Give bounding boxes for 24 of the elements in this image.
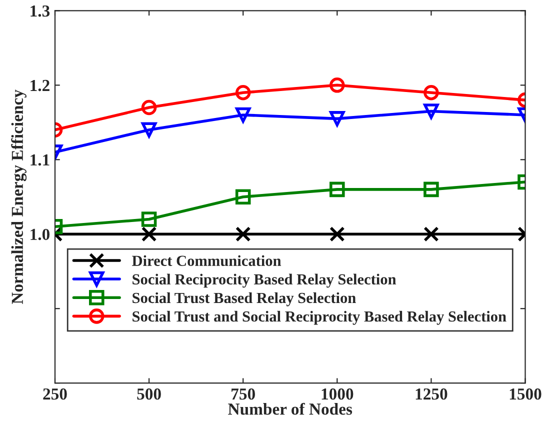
y-tick-label: 1.1 (30, 154, 50, 166)
y-tick-label: 1.3 (30, 5, 50, 17)
x-tick-label: 1000 (322, 388, 354, 400)
legend-label: Social Trust and Social Reciprocity Based Relay Selection (132, 310, 506, 325)
y-tick-label: 1.0 (30, 228, 50, 240)
y-axis-title: Normalized Energy Efficiency (11, 90, 27, 304)
x-tick-label: 500 (137, 388, 161, 400)
x-axis-title: Number of Nodes (228, 402, 352, 415)
x-tick-label: 1250 (416, 388, 448, 400)
point (330, 111, 345, 126)
legend-label: Social Reciprocity Based Relay Selection (132, 274, 396, 288)
x-tick-label: 750 (232, 388, 255, 400)
point (235, 226, 251, 242)
point (235, 84, 251, 100)
point (330, 78, 345, 93)
x-tick-label: 250 (43, 388, 67, 400)
legend-label: Social Trust Based Relay Selection (132, 292, 356, 306)
point (235, 107, 251, 123)
x-tick-label: 1500 (510, 388, 542, 400)
y-tick-label: 1.2 (30, 80, 50, 92)
point (330, 182, 345, 198)
point (235, 189, 251, 205)
point (330, 226, 345, 242)
legend-label: Direct Communication (132, 255, 282, 266)
